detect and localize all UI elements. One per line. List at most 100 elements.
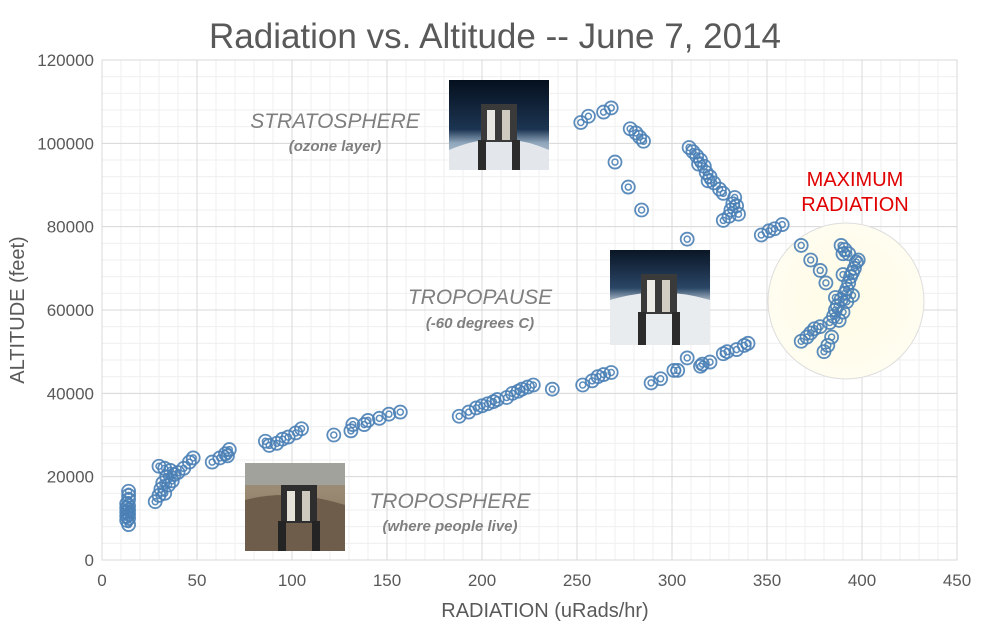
data-point [803,252,819,268]
data-point-inner-ring [635,133,644,141]
data-point-inner-ring [839,308,847,316]
data-point-inner-ring [349,420,357,429]
chart-title: Radiation vs. Altitude -- June 7, 2014 [209,17,781,56]
y-tick-label: 80000 [47,218,94,237]
data-point-outer-ring [257,433,273,449]
data-point-outer-ring [729,342,744,357]
data-point-outer-ring [204,454,220,470]
x-tick-label: 250 [563,571,591,590]
y-tick-label: 120000 [37,51,94,70]
tropopause-sublabel: (-60 degrees C) [426,315,534,332]
data-point-outer-ring [818,275,834,291]
data-point-inner-ring [185,458,194,466]
data-point-outer-ring [691,156,706,172]
data-point [679,350,695,366]
x-tick-label: 300 [658,571,686,590]
data-point-inner-ring [647,379,655,387]
data-point-inner-ring [396,408,405,416]
axis-ticks: 0 50 100 150 200 250 300 350 400 450 0 20000 40000 60… [37,51,971,590]
y-tick-label: 20000 [47,468,94,487]
data-point-outer-ring [345,417,361,432]
data-point-inner-ring [689,147,697,156]
data-point-outer-ring [715,185,731,201]
data-point-inner-ring [831,293,840,302]
data-point-outer-ring [835,267,851,282]
data-point-outer-ring [603,365,619,380]
data-point-inner-ring [806,329,815,337]
data-point [544,381,560,397]
data-point-outer-ring [581,108,596,124]
data-point-outer-ring [824,329,839,345]
data-point-inner-ring [577,118,585,127]
data-point [157,460,173,476]
data-point-inner-ring [360,420,368,429]
data-point-inner-ring [385,410,393,418]
data-point-inner-ring [529,381,538,389]
data-point-inner-ring [734,210,743,218]
data-point [691,156,706,172]
data-point [643,375,659,391]
data-point [381,406,397,422]
data-point-inner-ring [164,481,173,489]
data-point-outer-ring [847,260,862,276]
data-point-inner-ring [548,385,557,393]
data-point-inner-ring [816,322,824,331]
data-point-outer-ring [634,202,649,218]
data-point-outer-ring [607,154,623,170]
data-point-inner-ring [685,143,693,152]
data-point [525,377,541,393]
data-point-outer-ring [812,319,828,335]
data-point-outer-ring [833,238,849,253]
troposphere-photo [245,463,345,551]
data-point [121,483,137,499]
data-point-inner-ring [261,437,270,445]
data-point-outer-ring [157,485,173,501]
data-point-outer-ring [767,221,782,237]
x-tick-label: 350 [753,571,781,590]
y-tick-label: 60000 [47,301,94,320]
data-point-outer-ring [774,217,790,232]
data-point-inner-ring [706,358,714,366]
data-point [628,125,644,141]
data-point-outer-ring [181,454,197,470]
troposphere-sublabel: (where people live) [382,518,517,535]
data-point-outer-ring [670,363,686,378]
data-point-outer-ring [157,460,173,476]
data-point-outer-ring [603,100,619,116]
data-point-outer-ring [799,329,815,345]
y-axis-title: ALTITUDE (feet) [7,236,29,383]
x-axis-title: RADIATION (uRads/hr) [441,600,648,622]
data-point-outer-ring [343,423,359,439]
data-point-inner-ring [841,245,849,254]
data-point-inner-ring [160,464,169,473]
data-point-inner-ring [455,412,463,420]
data-point [845,288,860,303]
data-point-outer-ring [837,242,853,257]
data-point-outer-ring [831,313,847,328]
data-point-outer-ring [848,254,864,270]
data-point [185,450,201,466]
data-point-inner-ring [698,360,707,368]
data-point-outer-ring [700,173,716,189]
data-point-outer-ring [381,406,397,422]
data-point-outer-ring [544,381,560,397]
data-point-outer-ring [693,358,708,374]
data-point-outer-ring [326,427,342,443]
data-point-inner-ring [611,158,619,166]
data-point [824,329,839,345]
data-point-inner-ring [639,137,648,145]
data-point-outer-ring [218,446,233,462]
data-point [702,354,718,370]
data-point [181,454,197,470]
data-point-outer-ring [679,231,695,247]
x-tick-label: 50 [188,571,207,590]
data-point-inner-ring [806,256,815,264]
data-point [835,267,851,282]
data-point-inner-ring [223,452,232,460]
data-point-outer-ring [835,304,851,320]
data-point-inner-ring [375,414,384,423]
data-point [833,238,849,253]
data-point [607,154,623,170]
data-point-outer-ring [731,206,746,222]
